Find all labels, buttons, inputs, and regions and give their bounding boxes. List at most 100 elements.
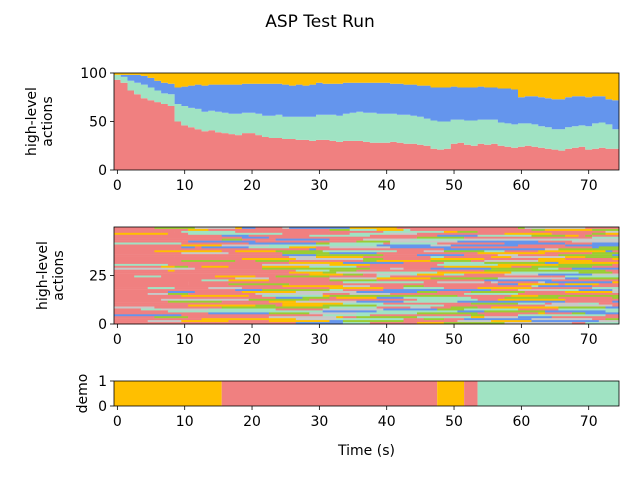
raster-cell xyxy=(544,281,613,284)
raster-cell xyxy=(477,228,532,232)
raster-cell xyxy=(208,312,270,315)
raster-cell xyxy=(295,318,337,321)
raster-cell xyxy=(262,294,323,298)
raster-cell xyxy=(342,261,404,265)
raster-cell xyxy=(605,310,620,313)
raster-cell xyxy=(114,256,148,259)
raster-cell xyxy=(208,267,263,270)
stacked-actions-plot-area xyxy=(114,73,619,170)
y-tick-label: 0 xyxy=(98,399,107,415)
raster-cell xyxy=(181,236,202,239)
raster-cell xyxy=(437,289,492,292)
raster-cell xyxy=(437,283,499,286)
raster-cell xyxy=(275,304,283,307)
raster-cell xyxy=(565,275,620,278)
raster-cell xyxy=(605,314,620,317)
raster-cell xyxy=(336,316,344,319)
raster-cell xyxy=(127,310,142,313)
raster-cell xyxy=(167,263,196,267)
y-axis-label: demo xyxy=(75,374,91,414)
raster-cell xyxy=(443,228,478,232)
raster-cell xyxy=(551,279,620,282)
raster-cell xyxy=(605,269,620,272)
raster-cell xyxy=(477,260,485,263)
raster-cell xyxy=(329,283,371,286)
raster-cell xyxy=(188,283,229,286)
raster-cell xyxy=(544,228,593,232)
raster-cell xyxy=(336,271,377,274)
raster-cell xyxy=(544,248,559,251)
raster-cell xyxy=(571,314,606,317)
raster-cell xyxy=(450,244,519,247)
raster-cell xyxy=(114,318,182,321)
raster-cell xyxy=(612,304,620,307)
raster-cell xyxy=(349,293,357,296)
raster-cell xyxy=(497,281,539,284)
raster-cell xyxy=(565,277,579,280)
raster-cell xyxy=(255,304,276,307)
raster-cell xyxy=(248,298,310,301)
raster-cell xyxy=(437,271,458,274)
raster-cell xyxy=(592,260,620,263)
raster-cell xyxy=(363,304,377,307)
raster-cell xyxy=(147,260,182,263)
raster-cell xyxy=(417,265,445,268)
raster-cell xyxy=(470,314,485,317)
raster-cell xyxy=(329,242,384,245)
raster-cell xyxy=(114,238,182,241)
raster-cell xyxy=(295,291,357,294)
raster-cell xyxy=(504,232,552,235)
raster-cell xyxy=(114,304,148,307)
raster-cell xyxy=(188,240,196,243)
raster-cell xyxy=(571,312,586,315)
raster-cell xyxy=(329,279,377,282)
raster-cell xyxy=(282,227,290,230)
raster-cell xyxy=(592,265,620,268)
raster-cell xyxy=(396,250,424,253)
raster-cell xyxy=(403,281,424,284)
x-tick-label: 40 xyxy=(378,332,396,348)
raster-cell xyxy=(167,289,175,292)
raster-cell xyxy=(605,318,620,321)
raster-cell xyxy=(477,230,505,234)
raster-cell xyxy=(282,252,330,255)
demo-segment-3 xyxy=(437,381,465,406)
raster-cell xyxy=(161,271,216,274)
raster-cell xyxy=(484,261,512,265)
raster-cell xyxy=(154,254,196,257)
raster-cell xyxy=(484,242,505,245)
raster-cell xyxy=(140,269,169,272)
raster-cell xyxy=(194,261,229,265)
raster-cell xyxy=(342,289,384,292)
raster-cell xyxy=(592,236,620,239)
raster-cell xyxy=(437,242,485,245)
raster-cell xyxy=(497,232,505,235)
raster-cell xyxy=(329,252,377,255)
raster-cell xyxy=(417,269,485,272)
raster-cell xyxy=(538,254,559,257)
raster-cell xyxy=(147,320,182,323)
raster-cell xyxy=(390,275,398,278)
raster-cell xyxy=(342,322,371,325)
raster-cell xyxy=(342,316,357,319)
raster-cell xyxy=(221,234,249,237)
raster-cell xyxy=(390,242,438,245)
raster-cell xyxy=(592,246,600,249)
raster-cell xyxy=(194,227,236,230)
raster-cell xyxy=(544,312,573,315)
x-axis-label: Time (s) xyxy=(337,443,395,459)
raster-cell xyxy=(592,318,606,321)
raster-cell xyxy=(464,254,499,257)
raster-cell xyxy=(282,254,317,257)
raster-cell xyxy=(383,258,431,261)
raster-cell xyxy=(464,293,519,296)
raster-cell xyxy=(154,306,222,309)
raster-cell xyxy=(255,240,290,243)
raster-cell xyxy=(268,244,317,247)
raster-cell xyxy=(356,300,404,303)
raster-cell xyxy=(558,240,573,243)
raster-cell xyxy=(241,287,263,290)
raster-cell xyxy=(248,281,270,284)
raster-cell xyxy=(114,260,148,263)
raster-cell xyxy=(114,300,121,303)
